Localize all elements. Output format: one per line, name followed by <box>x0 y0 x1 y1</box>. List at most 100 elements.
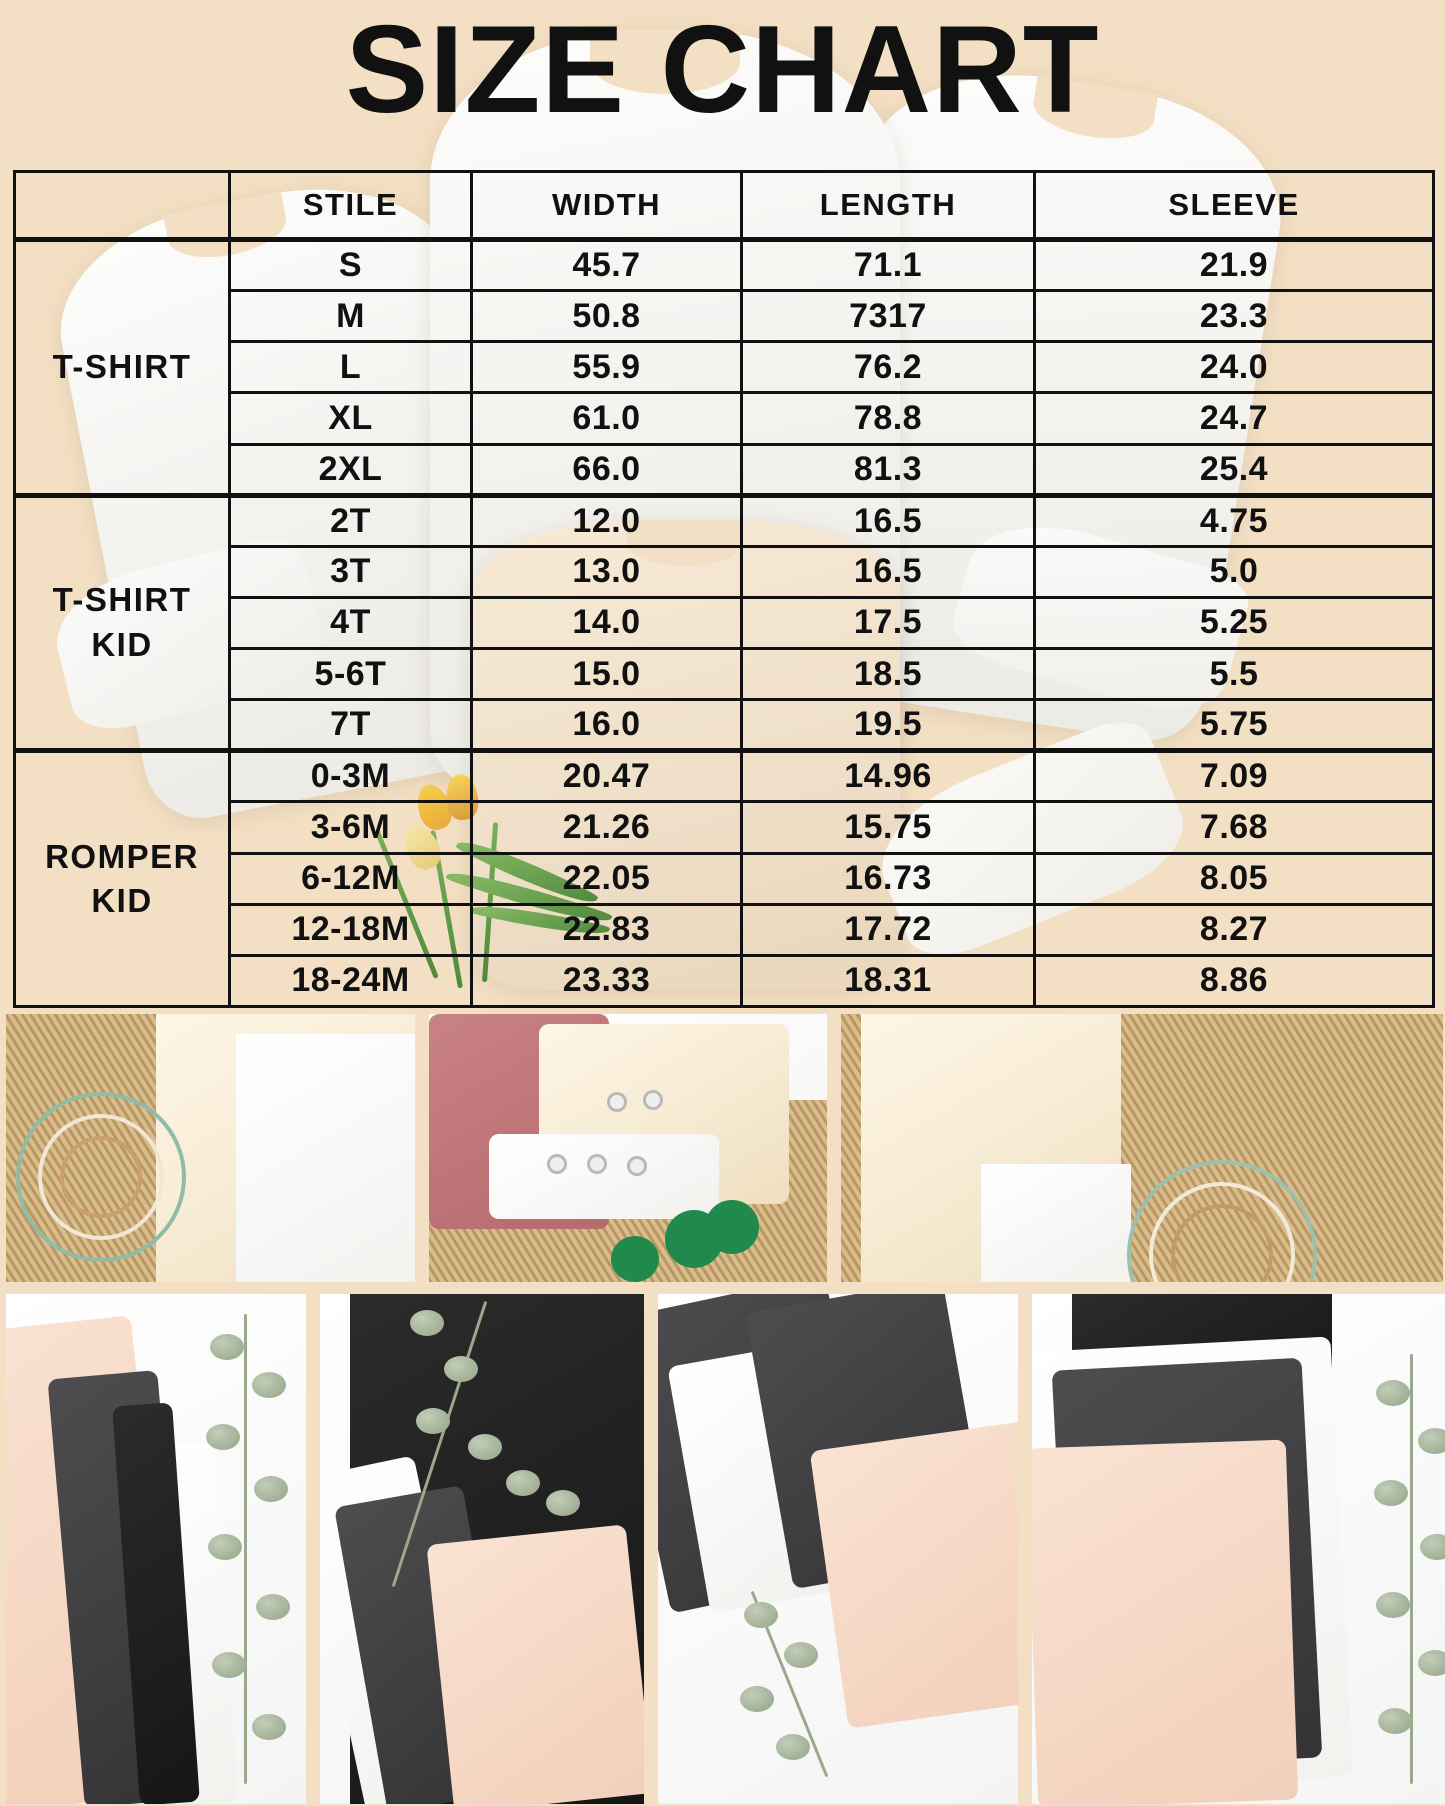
photo-blush-charcoal-white-eucalyptus <box>1032 1294 1445 1804</box>
column-header-length: LENGTH <box>740 170 1036 241</box>
cell-width: 20.47 <box>470 748 743 804</box>
photo-charcoal-white-blush-stack <box>658 1294 1018 1804</box>
eucalyptus-leaf-icon <box>444 1356 478 1382</box>
eucalyptus-leaf-icon <box>212 1652 246 1678</box>
cell-stile: XL <box>228 391 473 446</box>
cell-stile: 0-3M <box>228 748 473 804</box>
white-garment <box>236 1034 415 1282</box>
table-row: M 50.8 7317 23.3 <box>15 289 1435 344</box>
eucalyptus-leaf-icon <box>416 1408 450 1434</box>
eucalyptus-stem-icon <box>244 1314 247 1784</box>
snap-button-icon <box>643 1090 663 1110</box>
eucalyptus-leaf-icon <box>506 1470 540 1496</box>
cell-sleeve: 7.68 <box>1033 800 1435 855</box>
cell-sleeve: 7.09 <box>1033 748 1435 804</box>
cell-stile: S <box>228 236 473 293</box>
eucalyptus-leaf-icon <box>468 1434 502 1460</box>
cell-sleeve: 24.0 <box>1033 340 1435 395</box>
eucalyptus-leaf-icon <box>784 1642 818 1668</box>
cell-width: 61.0 <box>470 391 743 446</box>
group-label-romper-kid: ROMPER KID <box>13 748 231 1008</box>
clover-decor-icon <box>611 1236 659 1282</box>
cell-length: 15.75 <box>740 800 1036 855</box>
table-row: 12-18M 22.83 17.72 8.27 <box>15 902 1435 957</box>
cell-length: 81.3 <box>740 442 1036 497</box>
cell-stile: L <box>228 340 473 395</box>
cell-width: 55.9 <box>470 340 743 395</box>
eucalyptus-leaf-icon <box>740 1686 774 1712</box>
cell-width: 13.0 <box>470 544 743 599</box>
cell-length: 18.5 <box>740 646 1036 702</box>
eucalyptus-leaf-icon <box>1418 1650 1445 1676</box>
table-corner-cell <box>13 170 231 241</box>
photo-cream-tee-shoulder-detail <box>841 1014 1443 1282</box>
cell-sleeve: 5.5 <box>1033 646 1435 702</box>
photo-pink-and-cream-romper-snaps <box>429 1014 827 1282</box>
page-title: SIZE CHART <box>345 1 1100 139</box>
group-label-line1: T-SHIRT <box>52 581 192 619</box>
column-header-sleeve: SLEEVE <box>1033 170 1435 241</box>
cell-stile: M <box>228 289 473 344</box>
table-header-row: STILE WIDTH LENGTH SLEEVE <box>13 170 1435 241</box>
cell-length: 18.31 <box>740 953 1036 1009</box>
cell-sleeve: 5.75 <box>1033 698 1435 753</box>
snap-button-icon <box>627 1156 647 1176</box>
clover-decor-icon <box>705 1200 759 1254</box>
cell-width: 14.0 <box>470 595 743 651</box>
table-row: T-SHIRT KID 2T 12.0 16.5 4.75 <box>13 492 1435 753</box>
eucalyptus-stem-icon <box>1410 1354 1413 1784</box>
cell-sleeve: 8.05 <box>1033 851 1435 906</box>
cell-stile: 2T <box>228 492 473 548</box>
cell-length: 16.5 <box>740 492 1036 548</box>
size-chart-table-wrapper: STILE WIDTH LENGTH SLEEVE T-SHIRT S 45.7… <box>13 170 1435 1009</box>
column-header-width: WIDTH <box>470 170 743 241</box>
cell-stile: 2XL <box>228 442 473 497</box>
cell-width: 21.26 <box>470 800 743 855</box>
blush-garment <box>426 1524 644 1804</box>
cell-stile: 3-6M <box>228 800 473 855</box>
cell-stile: 18-24M <box>228 953 473 1009</box>
eucalyptus-leaf-icon <box>206 1424 240 1450</box>
size-chart-table: STILE WIDTH LENGTH SLEEVE T-SHIRT S 45.7… <box>13 170 1435 1009</box>
cell-sleeve: 24.7 <box>1033 391 1435 446</box>
cell-sleeve: 25.4 <box>1033 442 1435 497</box>
table-row: 6-12M 22.05 16.73 8.05 <box>15 851 1435 906</box>
cell-stile: 12-18M <box>228 902 473 957</box>
table-row: 5-6T 15.0 18.5 5.5 <box>15 646 1435 702</box>
group-label-line1: ROMPER <box>45 837 199 875</box>
photo-blush-charcoal-black-stack <box>6 1294 306 1804</box>
cell-sleeve: 21.9 <box>1033 236 1435 293</box>
rainbow-arch-tan <box>1171 1204 1273 1282</box>
eucalyptus-leaf-icon <box>252 1372 286 1398</box>
eucalyptus-leaf-icon <box>256 1594 290 1620</box>
cell-sleeve: 23.3 <box>1033 289 1435 344</box>
eucalyptus-leaf-icon <box>1374 1480 1408 1506</box>
cell-sleeve: 8.27 <box>1033 902 1435 957</box>
snap-button-icon <box>607 1092 627 1112</box>
cell-length: 16.5 <box>740 544 1036 599</box>
eucalyptus-leaf-icon <box>252 1714 286 1740</box>
cell-width: 45.7 <box>470 236 743 293</box>
cell-length: 7317 <box>740 289 1036 344</box>
cell-length: 19.5 <box>740 698 1036 753</box>
rainbow-arch-tan <box>60 1136 142 1218</box>
cell-length: 17.5 <box>740 595 1036 651</box>
table-row: 2XL 66.0 81.3 25.4 <box>15 442 1435 497</box>
cell-length: 76.2 <box>740 340 1036 395</box>
cell-width: 66.0 <box>470 442 743 497</box>
group-label-tshirt: T-SHIRT <box>13 237 231 497</box>
rainbow-arch-cream <box>38 1114 164 1240</box>
table-row: XL 61.0 78.8 24.7 <box>15 391 1435 446</box>
eucalyptus-leaf-icon <box>1376 1592 1410 1618</box>
cell-stile: 3T <box>228 544 473 599</box>
table-row: L 55.9 76.2 24.0 <box>15 340 1435 395</box>
cell-width: 16.0 <box>470 698 743 753</box>
rainbow-arch-teal <box>16 1092 186 1262</box>
cell-sleeve: 5.25 <box>1033 595 1435 651</box>
eucalyptus-leaf-icon <box>1378 1708 1412 1734</box>
cell-sleeve: 4.75 <box>1033 492 1435 548</box>
eucalyptus-leaf-icon <box>1376 1380 1410 1406</box>
cell-length: 71.1 <box>740 236 1036 293</box>
cell-stile: 6-12M <box>228 851 473 906</box>
